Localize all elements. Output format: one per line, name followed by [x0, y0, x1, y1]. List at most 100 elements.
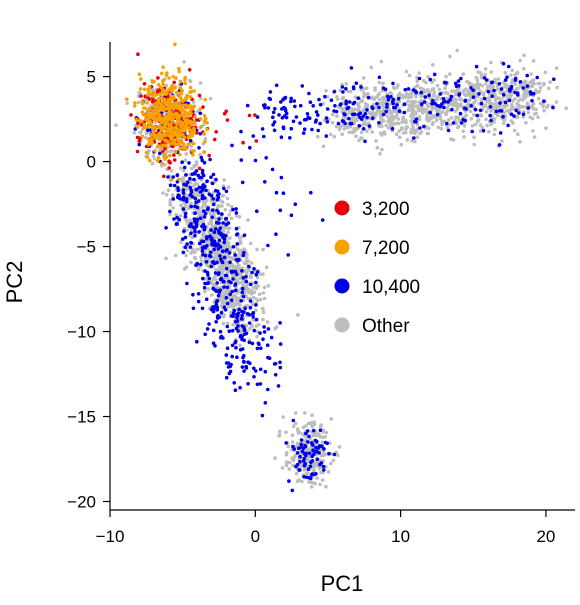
data-point [240, 313, 244, 318]
data-point [182, 182, 186, 187]
data-point [501, 92, 506, 97]
data-point [244, 366, 249, 370]
data-point [517, 111, 521, 115]
data-point [385, 105, 389, 109]
data-point [518, 58, 522, 63]
data-point [301, 432, 305, 436]
data-point [197, 230, 201, 234]
data-point [199, 255, 203, 259]
data-point [265, 320, 270, 324]
data-point [391, 109, 396, 113]
data-point [413, 110, 418, 115]
data-point [277, 429, 282, 434]
data-point [197, 241, 202, 246]
data-point [185, 281, 189, 286]
data-point [192, 217, 197, 221]
data-point [397, 109, 402, 113]
data-point [432, 78, 436, 82]
data-point [319, 423, 324, 427]
data-point [193, 115, 197, 119]
data-point [306, 467, 311, 472]
data-point [494, 101, 499, 106]
data-point [194, 163, 199, 167]
data-point [182, 142, 186, 147]
data-point [266, 284, 271, 288]
data-point [400, 126, 404, 130]
data-point [254, 209, 259, 213]
data-point [377, 80, 382, 85]
data-point [188, 219, 193, 223]
data-point [462, 92, 466, 96]
data-point [179, 166, 183, 171]
data-point [254, 280, 258, 285]
data-point [489, 70, 494, 74]
data-point [174, 133, 179, 137]
data-point [374, 139, 378, 143]
data-point [369, 65, 374, 70]
data-point [188, 176, 192, 181]
data-point [196, 299, 201, 304]
data-point [251, 286, 256, 290]
data-point [157, 83, 161, 87]
data-point [174, 253, 178, 258]
data-point [220, 204, 224, 208]
data-point [436, 125, 441, 130]
data-point [220, 212, 224, 216]
legend-label: 10,400 [362, 277, 420, 298]
data-point [294, 471, 299, 476]
data-point [152, 157, 157, 161]
data-point [214, 220, 219, 225]
y-tick-label: −5 [77, 238, 96, 257]
data-point [238, 347, 243, 352]
data-point [344, 82, 349, 86]
data-point [501, 115, 505, 119]
data-point [438, 117, 443, 121]
data-point [415, 135, 420, 139]
data-point [208, 96, 213, 101]
data-point [237, 235, 242, 240]
data-point [198, 117, 203, 121]
data-point [318, 482, 322, 487]
data-point [331, 458, 336, 463]
data-point [184, 197, 189, 201]
data-point [395, 103, 399, 107]
data-point [350, 117, 354, 122]
data-point [163, 146, 167, 151]
data-point [320, 218, 325, 222]
data-point [233, 253, 237, 257]
data-point [513, 97, 517, 101]
data-point [449, 94, 454, 99]
axis-ticks: −10 0 10 20 5 0 −5 −10 −15 −20 [67, 68, 555, 546]
data-point [253, 113, 257, 117]
data-point [171, 175, 175, 179]
data-point [205, 179, 209, 183]
data-point [162, 174, 166, 179]
data-point [158, 151, 162, 156]
data-point [319, 461, 324, 465]
data-point [325, 95, 330, 99]
data-point [516, 132, 520, 136]
data-point [454, 84, 459, 88]
x-tick-label: 10 [391, 527, 410, 546]
data-point [174, 76, 178, 80]
data-point [184, 152, 189, 156]
data-point [192, 104, 197, 109]
data-point [453, 81, 458, 86]
data-point [136, 52, 140, 56]
data-point [219, 304, 224, 309]
data-point [192, 127, 196, 131]
data-point [185, 111, 189, 116]
data-point [216, 293, 221, 298]
data-point [205, 236, 209, 241]
data-point [153, 125, 158, 130]
data-point [213, 227, 218, 231]
data-point [187, 161, 191, 165]
data-point [543, 70, 548, 75]
data-point [302, 456, 307, 461]
data-point [344, 87, 348, 91]
data-point [151, 94, 155, 99]
data-point [174, 142, 178, 147]
data-point [199, 124, 204, 129]
data-point [174, 90, 179, 95]
data-point [536, 96, 541, 101]
